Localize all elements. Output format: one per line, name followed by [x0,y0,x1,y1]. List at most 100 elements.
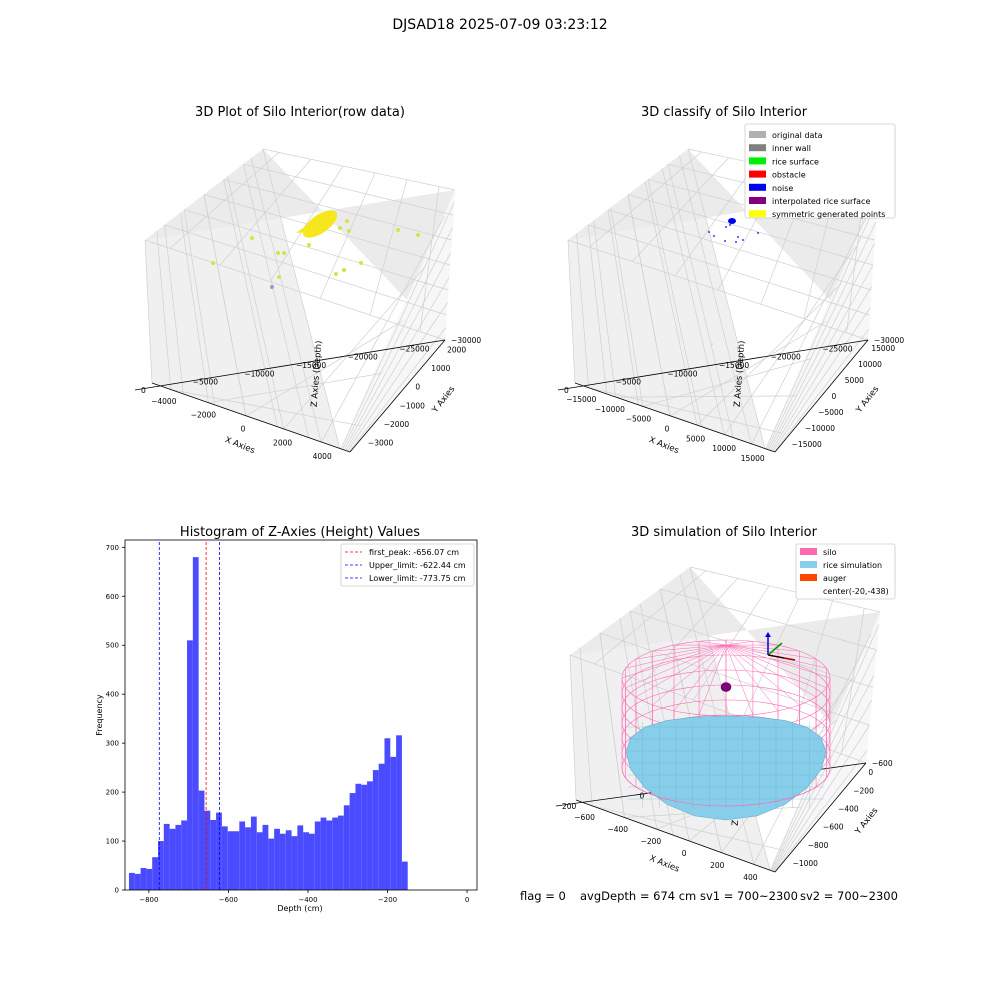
p4-y-axis-line [774,762,867,873]
p4-y-tick: 0 [868,768,873,777]
p2-x-tick: −10000 [595,405,625,414]
histogram-bar [152,857,159,890]
legend-label-1: Upper_limit: -622.44 cm [369,561,466,570]
p2-grid-y [674,163,757,276]
histogram-bar [227,831,234,890]
p2-grid-x [576,233,589,388]
panel3-title: Histogram of Z-Axies (Height) Values [180,525,420,540]
p2-noise-point [729,224,731,226]
histogram-bar [181,820,188,890]
histogram-bar [279,833,286,890]
p2-grid-x [751,208,871,445]
p1-y-label: Y Axies [430,384,458,416]
sensor-ref-arrow [767,654,785,659]
p2-legend-swatch [749,183,766,191]
p1-z-axis-line [134,339,446,391]
histogram-bar [268,838,275,890]
figure-title: DJSAD18 2025-07-09 03:23:12 [392,17,608,33]
p2-legend-label: symmetric generated points [772,210,885,219]
silo-roof-line [652,644,727,706]
p2-grid-x [610,207,644,407]
p1-x-tick: −4000 [151,397,177,406]
p4-grid-y [840,608,865,755]
histogram-bar [372,770,379,890]
p1-x-label: X Axies [223,435,256,456]
histogram-legend-box [340,543,475,587]
p1-point [270,285,274,289]
p4-legend-label: auger [823,574,847,583]
silo-roof-line [725,644,754,715]
silo-roof-line [699,641,727,646]
p4-y-tick: −800 [808,841,829,850]
histogram-bar [291,836,298,890]
p1-point [276,251,280,255]
x-tick-label: −200 [378,896,397,904]
histogram-bar [204,810,211,890]
p1-x-tick: 2000 [273,438,292,447]
p1-point [338,226,342,230]
y-tick-label: 400 [106,691,119,699]
p2-grid-x [661,168,725,435]
p1-grid-z [262,148,341,450]
p2-z-axis-line [557,339,869,391]
y-tick-label: 600 [106,593,119,601]
p1-grid-z [223,178,452,241]
p2-y-tick: 0 [832,392,837,401]
p1-grid-y [269,165,344,282]
p1-y-tick: −2000 [384,420,410,429]
histogram-x-label: Depth (cm) [277,904,322,913]
y-tick-label: 300 [106,740,119,748]
p4-y-tick: −1000 [793,859,819,868]
p4-grid-z [659,588,877,651]
p1-grid-z [223,179,278,428]
p2-grid-y [589,151,702,248]
p2-grid-z [587,224,608,395]
histogram-bar [262,824,269,890]
histogram-bar [187,640,193,890]
histogram-bar [367,781,373,890]
p2-grid-y [632,157,729,262]
histogram-bar [314,821,321,890]
p2-grid-x [696,283,842,426]
histogram-bar [384,738,391,890]
p2-noise-point [713,235,715,237]
p2-y-tick: 10000 [858,360,882,369]
p1-grid-z [184,209,449,291]
p2-y-tick: −10000 [805,424,835,433]
p2-legend-label: inner wall [772,144,811,153]
p4-right-pane [570,567,880,763]
histogram-bar [303,832,309,890]
p2-grid-z [607,209,639,406]
p4-grid-y [693,585,770,701]
p2-grid-x [627,194,671,417]
silo-roof-line [725,644,817,698]
p2-legend-label: obstacle [772,171,806,180]
p1-rice-surface-tail [296,226,318,233]
p2-grid-z [687,148,766,450]
histogram-bar [361,784,368,890]
histogram-bar [198,790,205,890]
p2-noise-point [757,232,759,234]
silo-roof-line [635,644,727,698]
p1-grid-y [419,186,440,332]
p2-noise-point [737,236,739,238]
p2-legend-swatch [749,210,766,218]
p2-legend-swatch [749,197,766,204]
p1-grid-y [342,227,453,450]
histogram-bar [245,827,251,890]
sensor-z-head [765,632,771,637]
p4-grid-y [791,600,833,737]
p2-x-axis-line [574,382,776,453]
p1-grid-x [180,212,209,403]
p2-y-label: Y Axies [854,384,882,416]
p2-y-tick: −5000 [818,408,844,417]
p1-y-axis-line [349,339,446,453]
histogram-bar [239,821,246,890]
p2-x-tick: 15000 [741,454,765,463]
p2-legend-swatch [749,157,766,165]
p4-grid-y [772,699,873,872]
p4-z-tick: −600 [872,759,893,768]
histogram-bar [401,861,408,890]
histogram-bar [349,793,356,890]
